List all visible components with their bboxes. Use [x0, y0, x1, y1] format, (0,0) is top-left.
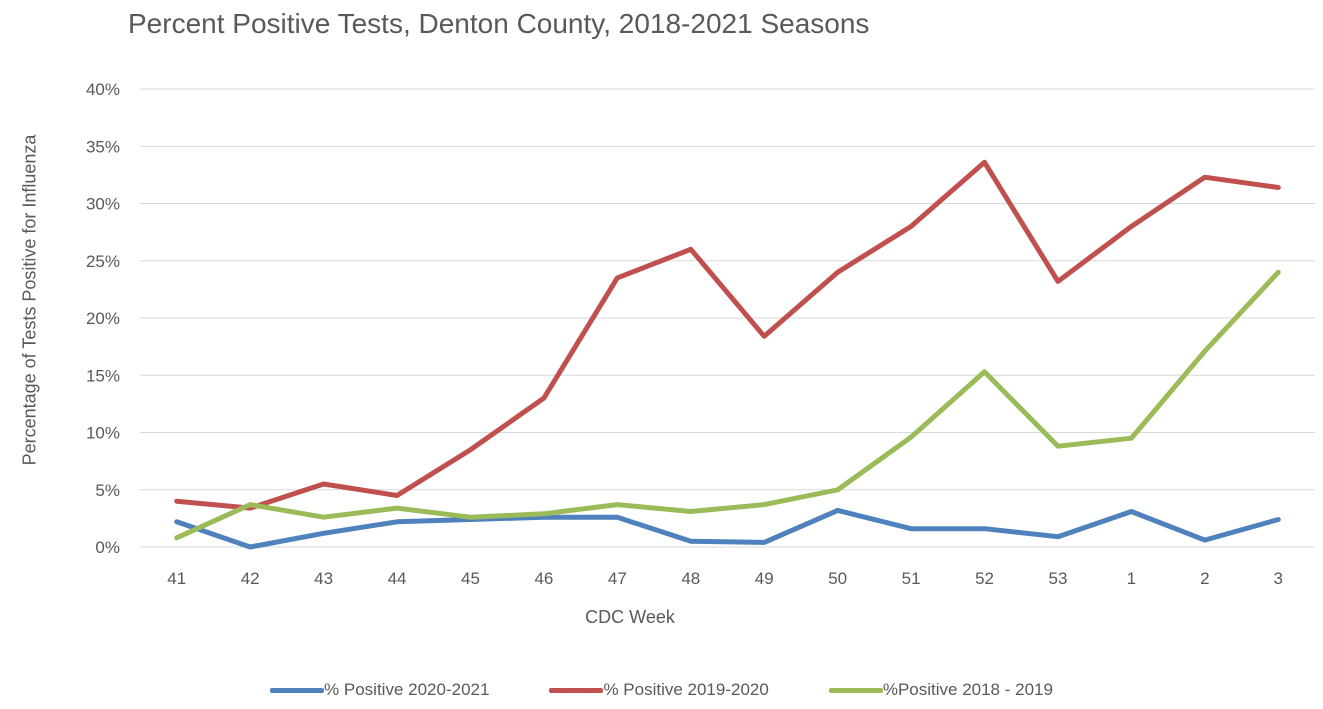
x-tick-label: 44 — [388, 569, 407, 588]
y-tick-label: 25% — [86, 252, 120, 271]
y-tick-label: 40% — [86, 80, 120, 99]
x-tick-label: 47 — [608, 569, 627, 588]
legend-label-2018-2019: %Positive 2018 - 2019 — [882, 680, 1053, 699]
y-tick-label: 35% — [86, 137, 120, 156]
legend-swatch-2018-2019 — [828, 687, 883, 693]
legend-item-2020-2021: % Positive 2020-2021 — [270, 680, 489, 700]
x-tick-label: 53 — [1049, 569, 1068, 588]
series-line-0 — [174, 507, 1281, 550]
legend-label-2020-2021: % Positive 2020-2021 — [324, 680, 490, 699]
x-tick-label: 43 — [314, 569, 333, 588]
x-tick-label: 52 — [975, 569, 994, 588]
y-axis-label: Percentage of Tests Positive for Influen… — [19, 134, 40, 466]
x-tick-label: 49 — [755, 569, 774, 588]
x-tick-label: 1 — [1127, 569, 1136, 588]
legend-item-2019-2020: % Positive 2019-2020 — [549, 680, 769, 700]
y-tick-label: 15% — [86, 366, 120, 385]
legend-swatch-2019-2020 — [549, 687, 604, 693]
x-tick-label: 51 — [902, 569, 921, 588]
x-tick-label: 2 — [1200, 569, 1209, 588]
x-tick-label: 3 — [1274, 569, 1283, 588]
x-tick-label: 41 — [167, 569, 186, 588]
x-tick-label: 42 — [241, 569, 260, 588]
legend-label-2019-2020: % Positive 2019-2020 — [603, 680, 769, 699]
y-tick-label: 5% — [95, 481, 120, 500]
x-tick-label: 45 — [461, 569, 480, 588]
y-tick-label: 0% — [95, 538, 120, 557]
x-axis-label: CDC Week — [585, 607, 675, 627]
legend-swatch-2020-2021 — [270, 687, 325, 693]
series-line-2 — [174, 269, 1281, 541]
legend-item-2018-2019: %Positive 2018 - 2019 — [828, 680, 1053, 700]
y-tick-label: 20% — [86, 309, 120, 328]
x-tick-label: 48 — [681, 569, 700, 588]
legend: % Positive 2020-2021 % Positive 2019-202… — [0, 680, 1323, 700]
x-tick-label: 50 — [828, 569, 847, 588]
chart-title: Percent Positive Tests, Denton County, 2… — [128, 8, 870, 39]
y-tick-label: 10% — [86, 424, 120, 443]
x-tick-label: 46 — [534, 569, 553, 588]
series-line-1 — [174, 159, 1281, 511]
y-tick-label: 30% — [86, 195, 120, 214]
